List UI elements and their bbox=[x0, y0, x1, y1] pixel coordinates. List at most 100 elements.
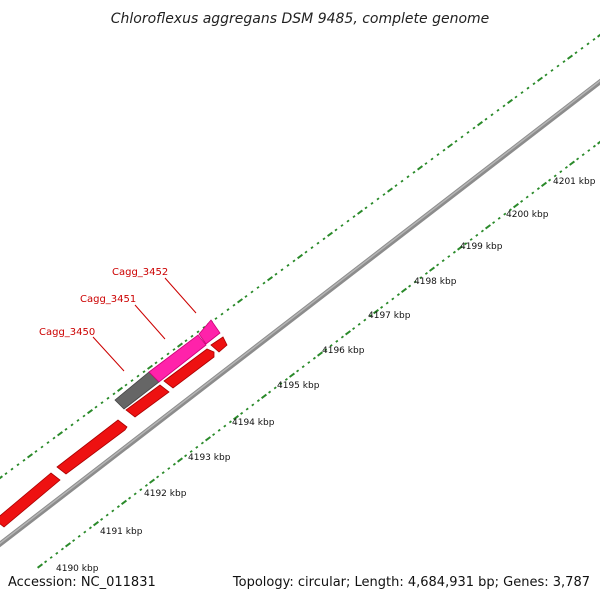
outer-ruler-dot bbox=[357, 209, 363, 215]
inner-ruler-dot bbox=[525, 195, 529, 199]
leader-line-cagg-3451 bbox=[134, 304, 166, 340]
outer-ruler-dot bbox=[0, 475, 3, 480]
gene-label-cagg-3451[interactable]: Cagg_3451 bbox=[80, 294, 136, 305]
inner-ruler-dot bbox=[177, 457, 183, 463]
inner-ruler-dot bbox=[564, 165, 568, 169]
inner-ruler-dot bbox=[261, 393, 267, 400]
inner-ruler-dot bbox=[105, 513, 109, 517]
inner-ruler-dot bbox=[464, 242, 468, 246]
outer-ruler-dot bbox=[532, 82, 536, 86]
inner-ruler-dot bbox=[408, 284, 412, 288]
outer-ruler-dot bbox=[112, 392, 116, 396]
outer-ruler-dot bbox=[556, 64, 560, 68]
outer-ruler-dot bbox=[447, 143, 453, 149]
inner-ruler-dot bbox=[301, 365, 305, 369]
inner-ruler-dot bbox=[368, 314, 372, 318]
tick-label-4201: 4201 kbp bbox=[553, 177, 596, 187]
outer-ruler-dot bbox=[544, 73, 548, 77]
outer-ruler-dot bbox=[490, 113, 494, 117]
gene-arrow-cds-2[interactable] bbox=[56, 419, 128, 475]
inner-ruler-dot bbox=[83, 530, 87, 534]
inner-ruler-dot bbox=[317, 351, 323, 357]
inner-ruler-dot bbox=[284, 377, 288, 381]
inner-ruler-dot bbox=[88, 526, 92, 530]
outer-ruler-dot bbox=[596, 33, 600, 38]
inner-ruler-dot bbox=[497, 216, 501, 220]
outer-ruler-dot bbox=[82, 414, 86, 418]
gene-label-cagg-3450[interactable]: Cagg_3450 bbox=[39, 327, 95, 338]
genome-backbone bbox=[0, 78, 600, 548]
map-title: Chloroflexus aggregans DSM 9485, complet… bbox=[111, 11, 490, 27]
inner-ruler-dot bbox=[441, 259, 445, 263]
inner-ruler-dot bbox=[55, 551, 59, 555]
outer-ruler-dot bbox=[27, 453, 33, 459]
inner-ruler-dot bbox=[228, 420, 232, 424]
outer-ruler-dot bbox=[562, 60, 566, 64]
inner-ruler-dot bbox=[429, 266, 435, 272]
outer-ruler-dot bbox=[286, 263, 290, 267]
tick-label-4192: 4192 kbp bbox=[144, 489, 187, 499]
inner-ruler-dot bbox=[373, 308, 379, 315]
outer-ruler-dot bbox=[262, 281, 266, 285]
outer-ruler-dot bbox=[514, 95, 518, 99]
inner-ruler-dot bbox=[200, 441, 204, 445]
inner-ruler-dot bbox=[492, 221, 496, 225]
outer-ruler-dot bbox=[196, 330, 200, 334]
outer-ruler-dot bbox=[94, 405, 98, 409]
outer-ruler-dot bbox=[256, 286, 260, 289]
inner-ruler-dot bbox=[65, 542, 71, 548]
inner-ruler-dot bbox=[189, 450, 193, 453]
outer-ruler-dot bbox=[147, 364, 153, 370]
tick-label-4193: 4193 kbp bbox=[188, 453, 231, 463]
inner-ruler-dot bbox=[184, 454, 188, 458]
outer-ruler-dot bbox=[520, 91, 524, 95]
inner-ruler-dot bbox=[469, 238, 473, 241]
gene-arrow-cds-5[interactable] bbox=[210, 336, 228, 353]
inner-ruler-dot bbox=[233, 414, 239, 421]
inner-ruler-dot bbox=[436, 263, 440, 267]
inner-ruler-dot bbox=[128, 496, 132, 500]
gene-arrow-cagg-3452[interactable] bbox=[198, 319, 221, 345]
gene-arrow-cds-4[interactable] bbox=[163, 348, 215, 389]
outer-ruler-dot bbox=[130, 379, 134, 383]
gene-arrow-cds-1[interactable] bbox=[0, 472, 61, 528]
outer-ruler-dot bbox=[424, 162, 428, 165]
tick-label-4196: 4196 kbp bbox=[322, 346, 365, 356]
inner-ruler-dot bbox=[548, 178, 552, 182]
outer-ruler-dot bbox=[394, 184, 398, 188]
leader-line-cagg-3452 bbox=[164, 277, 197, 314]
outer-ruler-dot bbox=[214, 317, 218, 320]
outer-ruler-dots bbox=[0, 33, 600, 480]
outer-ruler-dot bbox=[124, 383, 128, 387]
inner-ruler-dot bbox=[251, 403, 255, 407]
outer-ruler-dot bbox=[190, 334, 194, 338]
outer-ruler-dot bbox=[22, 458, 26, 462]
outer-ruler-dot bbox=[580, 46, 584, 50]
outer-ruler-dot bbox=[100, 401, 104, 405]
outer-ruler-dot bbox=[436, 153, 440, 157]
inner-ruler-dot bbox=[385, 301, 389, 305]
inner-ruler-dot bbox=[37, 563, 43, 569]
inner-ruler-dot bbox=[195, 445, 199, 449]
outer-ruler-dot bbox=[442, 148, 446, 152]
inner-ruler-dot bbox=[401, 287, 407, 294]
outer-ruler-dot bbox=[237, 298, 243, 304]
outer-ruler-dot bbox=[274, 272, 278, 276]
inner-ruler-dot bbox=[413, 280, 417, 284]
inner-ruler-dot bbox=[245, 407, 249, 411]
gene-features bbox=[0, 319, 228, 528]
outer-ruler-dot bbox=[417, 165, 423, 171]
outer-ruler-dot bbox=[40, 445, 44, 449]
gene-arrow-cds-3[interactable] bbox=[125, 384, 170, 418]
gene-label-cagg-3452[interactable]: Cagg_3452 bbox=[112, 267, 168, 278]
inner-ruler-dot bbox=[396, 293, 400, 297]
outer-ruler-dot bbox=[136, 374, 140, 378]
inner-ruler-dot bbox=[512, 202, 520, 209]
inner-ruler-dot bbox=[172, 462, 176, 466]
inner-ruler-dot bbox=[289, 372, 295, 378]
gene-arrow-cagg-3451[interactable] bbox=[148, 334, 207, 383]
outer-ruler-dot bbox=[16, 463, 20, 467]
outer-ruler-dot bbox=[166, 352, 170, 356]
inner-ruler-dot bbox=[485, 224, 491, 230]
